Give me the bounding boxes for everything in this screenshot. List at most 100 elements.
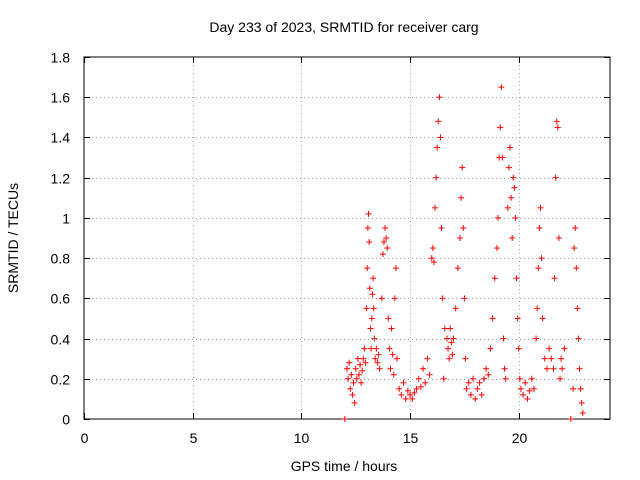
- data-point: [534, 305, 541, 312]
- x-tick-label: 20: [512, 430, 528, 446]
- data-point: [502, 375, 509, 382]
- y-tick-label: 0.4: [51, 332, 71, 348]
- data-point: [407, 391, 414, 398]
- data-point: [384, 245, 391, 252]
- data-point: [508, 194, 515, 201]
- data-point: [358, 379, 365, 386]
- x-tick-label: 5: [190, 430, 198, 446]
- data-point: [548, 355, 555, 362]
- data-point: [385, 315, 392, 322]
- data-point: [349, 391, 356, 398]
- data-point: [541, 355, 548, 362]
- data-point: [371, 335, 378, 342]
- data-point: [487, 345, 494, 352]
- data-point: [438, 224, 445, 231]
- data-point: [577, 385, 584, 392]
- data-point: [522, 379, 529, 386]
- data-point: [370, 305, 377, 312]
- data-point: [553, 118, 560, 125]
- data-point: [348, 371, 355, 378]
- data-point: [459, 164, 466, 171]
- data-point: [465, 379, 472, 386]
- data-point: [538, 255, 545, 262]
- data-point: [520, 391, 527, 398]
- data-point: [474, 385, 481, 392]
- data-point: [353, 375, 360, 382]
- data-point: [480, 375, 487, 382]
- data-point: [383, 235, 390, 241]
- data-point: [491, 275, 498, 282]
- x-axis-label: GPS time / hours: [291, 458, 398, 474]
- data-point: [509, 235, 516, 241]
- data-point: [409, 395, 416, 402]
- data-point: [426, 371, 433, 378]
- y-tick-label: 0: [62, 412, 70, 428]
- data-point: [579, 409, 586, 416]
- data-point: [452, 305, 459, 312]
- data-point: [543, 365, 550, 372]
- data-point: [446, 355, 453, 362]
- data-point: [495, 214, 502, 221]
- data-point: [345, 375, 352, 382]
- data-point: [514, 315, 521, 322]
- data-point: [363, 305, 370, 312]
- data-point: [567, 416, 574, 422]
- grid: [84, 57, 610, 419]
- data-point: [375, 351, 382, 358]
- y-tick-label: 0.6: [51, 291, 71, 307]
- data-point: [489, 315, 496, 322]
- data-point: [512, 214, 519, 221]
- data-point: [476, 379, 483, 386]
- data-point: [357, 361, 364, 368]
- data-point: [517, 385, 524, 392]
- data-point: [369, 291, 376, 298]
- data-point: [380, 239, 387, 246]
- data-point: [575, 335, 582, 342]
- data-point: [367, 325, 374, 332]
- y-tick-label: 1.8: [51, 50, 71, 66]
- data-point: [428, 255, 435, 262]
- data-point: [347, 385, 354, 392]
- data-point: [392, 265, 399, 272]
- data-point: [420, 365, 427, 372]
- data-point: [515, 345, 522, 352]
- data-point: [499, 154, 506, 161]
- data-point: [524, 395, 531, 402]
- data-point: [388, 325, 395, 332]
- data-point: [436, 94, 443, 101]
- data-point: [555, 235, 562, 241]
- data-point: [435, 118, 442, 125]
- data-point: [404, 387, 411, 394]
- data-point: [498, 84, 505, 91]
- data-point: [365, 210, 372, 217]
- data-point: [341, 416, 348, 422]
- data-point: [557, 375, 564, 382]
- data-point: [355, 371, 362, 378]
- data-point: [463, 385, 470, 392]
- data-points: [341, 84, 586, 422]
- data-point: [366, 239, 373, 246]
- data-point: [572, 224, 579, 231]
- data-point: [530, 385, 537, 392]
- data-point: [447, 325, 454, 332]
- chart-title: Day 233 of 2023, SRMTID for receiver car…: [209, 19, 478, 35]
- data-point: [390, 371, 397, 378]
- data-point: [361, 345, 368, 352]
- data-point: [393, 355, 400, 362]
- data-point: [485, 371, 492, 378]
- data-point: [351, 399, 358, 406]
- data-point: [359, 367, 366, 374]
- data-point: [429, 245, 436, 252]
- data-point: [510, 174, 517, 181]
- data-point: [576, 365, 583, 372]
- data-point: [467, 391, 474, 398]
- data-point: [411, 389, 418, 396]
- data-point: [478, 391, 485, 398]
- data-point: [368, 345, 375, 352]
- data-point: [501, 365, 508, 372]
- data-point: [440, 375, 447, 382]
- data-point: [472, 395, 479, 402]
- data-point: [537, 204, 544, 211]
- data-point: [546, 345, 553, 352]
